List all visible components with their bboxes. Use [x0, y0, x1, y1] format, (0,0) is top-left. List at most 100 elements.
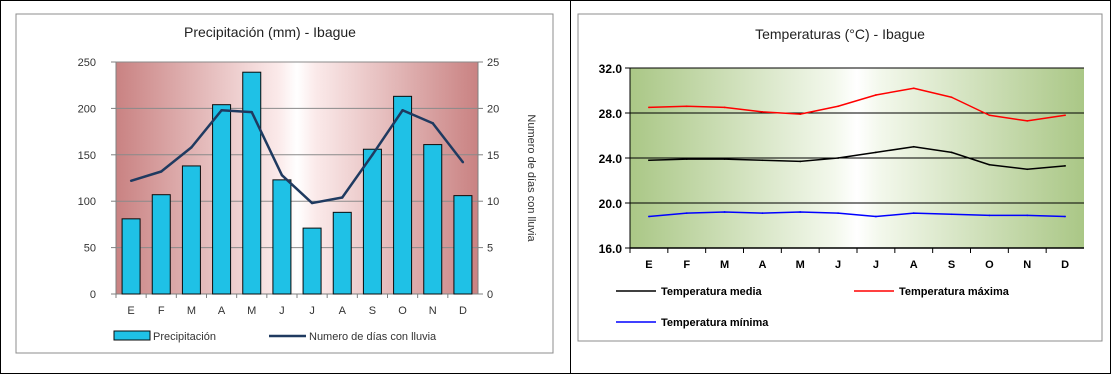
temperatura-maxima-point-3: [723, 106, 726, 109]
x-tick-label: D: [1061, 259, 1069, 271]
temperatura-media-point-2: [685, 158, 688, 161]
x-tick-label: E: [127, 305, 134, 317]
temperatura-minima-point-11: [1026, 214, 1029, 217]
x-tick-label: E: [645, 259, 652, 271]
temperatura-media-point-7: [875, 151, 877, 154]
x-tick-label: M: [796, 259, 805, 271]
rain-days-point-12: [461, 161, 465, 164]
temperatura-minima-point-6: [837, 212, 839, 215]
y2-axis-label: Numero de días con lluvia: [525, 114, 537, 242]
temperatura-minima-point-5: [799, 211, 802, 213]
bar-10: [393, 95, 413, 295]
rain-days-point-1: [129, 179, 133, 182]
y-tick-label: 100: [78, 196, 96, 208]
temperatura-minima-point-12: [1064, 215, 1066, 218]
y-tick-label: 16.0: [599, 242, 623, 256]
y-tick-label: 200: [78, 103, 96, 115]
x-tick-label: S: [948, 259, 955, 271]
temperatura-minima-point-10: [988, 214, 991, 217]
temperatura-minima-line: [648, 211, 1066, 218]
temperatura-maxima-point-7: [875, 94, 877, 96]
bar-1: [121, 218, 141, 295]
temperatura-media-point-11: [1026, 168, 1029, 171]
chart-title: Precipitación (mm) - Ibague: [184, 24, 356, 40]
legend-label-temperatura-media: Temperatura media: [661, 286, 763, 298]
y2-tick-label: 5: [487, 243, 493, 255]
temperatura-maxima-point-10: [988, 114, 991, 117]
temperatura-minima-point-1: [648, 215, 650, 218]
y2-tick-label: 20: [487, 103, 499, 115]
x-tick-label: M: [187, 305, 196, 317]
temperatura-maxima-point-9: [950, 96, 953, 99]
chart-title: Temperaturas (°C) - Ibague: [755, 26, 925, 42]
temperatura-maxima-point-8: [912, 87, 915, 90]
y-tick-label: 50: [84, 243, 96, 255]
bar-6: [272, 179, 292, 295]
y-tick-label: 24.0: [599, 152, 623, 166]
y-tick-label: 28.0: [599, 107, 623, 121]
rain-days-point-6: [280, 174, 284, 177]
legend-label-temperatura-minima: Temperatura mínima: [661, 317, 769, 329]
precipitation-chart: Precipitación (mm) - Ibague0501001502002…: [15, 13, 554, 354]
x-tick-label: M: [247, 305, 256, 317]
temperatura-maxima-point-4: [761, 110, 764, 113]
x-tick-label: D: [459, 305, 467, 317]
y-tick-label: 0: [90, 289, 96, 301]
bar-8: [332, 211, 352, 295]
x-tick-label: S: [369, 305, 376, 317]
temperatura-media-point-4: [761, 159, 764, 162]
temperatura-minima-point-9: [950, 213, 953, 216]
temperatura-media-point-9: [950, 151, 953, 154]
temperatura-minima-point-3: [723, 211, 726, 213]
legend-label-rain-days: Numero de días con lluvia: [309, 331, 437, 343]
temperatura-media-point-12: [1064, 164, 1066, 167]
rain-days-line: [130, 109, 464, 205]
x-tick-label: M: [720, 259, 729, 271]
rain-days-point-5: [250, 110, 253, 114]
temperatura-minima-point-8: [912, 212, 915, 215]
temperature-chart: Temperaturas (°C) - Ibague 16.0 20.0 24.0 28…: [577, 13, 1103, 342]
bar-3: [181, 165, 201, 295]
x-tick-label: J: [873, 259, 879, 271]
rain-days-point-3: [190, 146, 193, 149]
rain-days-point-2: [160, 170, 163, 173]
x-tick-label: A: [339, 305, 347, 317]
bar-9: [362, 148, 382, 295]
temperatura-minima-point-7: [875, 215, 877, 218]
y2-tick-label: 0: [487, 289, 493, 301]
legend-swatch-precipitation: [113, 330, 151, 341]
x-tick-label: N: [1023, 259, 1031, 271]
temperatura-maxima-point-12: [1064, 114, 1066, 117]
y2-tick-label: 15: [487, 150, 499, 162]
precipitation-panel: Precipitación (mm) - Ibague 0 50 100 150 200 2…: [0, 0, 570, 374]
y-tick-label: 20.0: [599, 197, 623, 211]
x-tick-label: J: [835, 259, 841, 271]
y2-tick-label: 25: [487, 57, 499, 69]
bar-4: [212, 104, 232, 295]
x-tick-label: F: [158, 305, 165, 317]
y-tick-label: 150: [78, 150, 96, 162]
temperatura-media-point-6: [837, 157, 839, 159]
bar-5: [242, 71, 262, 295]
x-tick-label: A: [910, 259, 918, 271]
x-tick-label: A: [758, 259, 766, 271]
temperatura-media-point-3: [723, 158, 726, 161]
x-tick-label: O: [985, 259, 994, 271]
y-tick-label: 32.0: [599, 62, 623, 76]
temperatura-maxima-point-2: [685, 105, 688, 108]
temperatura-media-point-10: [988, 163, 991, 166]
temperatura-minima-point-4: [761, 212, 764, 215]
bar-11: [423, 144, 443, 295]
plot-area: [116, 62, 478, 294]
temperatura-media-line: [648, 146, 1066, 170]
temperature-panel: Temperaturas (°C) - Ibague 16.0 20.0 24.0 28…: [570, 0, 1111, 374]
x-tick-label: O: [398, 305, 407, 317]
temperatura-maxima-point-1: [648, 106, 650, 109]
x-tick-label: F: [683, 259, 690, 271]
bar-7: [302, 227, 322, 295]
bar-2: [151, 194, 171, 295]
rain-days-point-8: [341, 196, 344, 199]
x-tick-label: J: [309, 305, 315, 317]
temperatura-media-point-1: [648, 159, 650, 162]
